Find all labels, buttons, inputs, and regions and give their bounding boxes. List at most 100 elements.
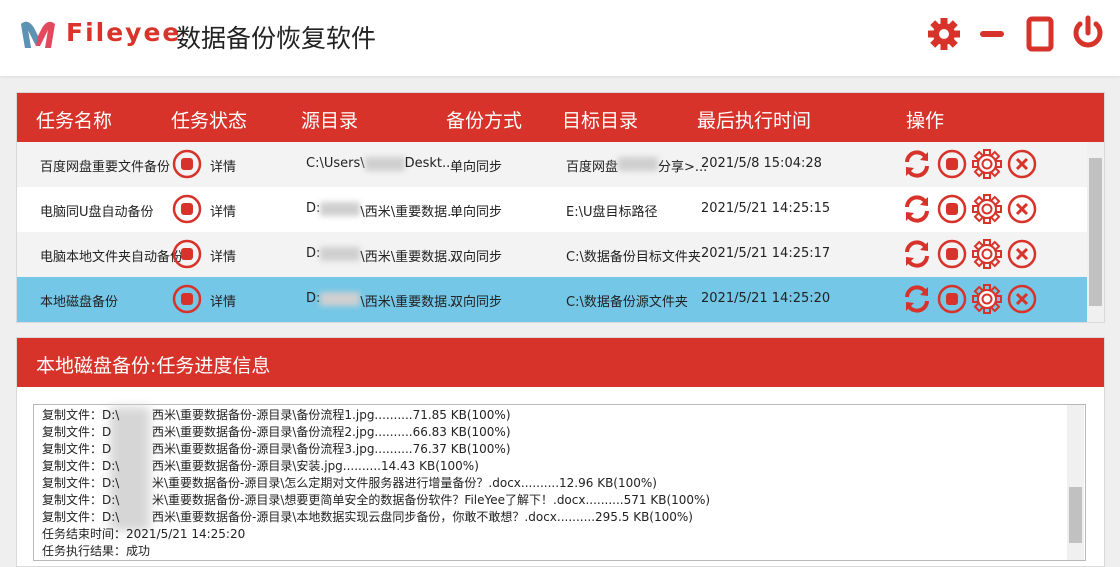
log-line: 西米\重要数据备份-源目录\备份流程1.jpg..........71.85 K… (152, 408, 511, 422)
log-line: 复制文件：D:\ (42, 476, 120, 490)
log-panel: 本地磁盘备份:任务进度信息 复制文件：D:\ 西米\重要数据备份-源目录\备份流程… (16, 337, 1105, 567)
title-bar: Fileyee 数据备份恢复软件 (0, 0, 1120, 76)
table-header: 任务名称 任务状态 源目录 备份方式 目标目录 最后执行时间 操作 (17, 93, 1104, 142)
log-line: 任务执行结果：成功 (42, 544, 151, 558)
table-body: 百度网盘重要文件备份 详情 C:\Users\ Deskt... 单向同步 百度网盘 分享>… (17, 142, 1087, 322)
column-header: 操作 (906, 110, 945, 132)
brand: Fileyee (66, 18, 182, 47)
source-path: \西米\重要数据... (360, 250, 460, 265)
sync-button-glyph (905, 195, 929, 223)
log-line: 米\重要数据备份-源目录\想要更简单安全的数据备份软件？FileYee了解下！.… (152, 493, 711, 507)
backup-mode: 单向同步 (450, 160, 503, 175)
sync-button[interactable] (901, 283, 933, 319)
task-settings-button-glyph (972, 239, 1002, 269)
log-line: 复制文件：D:\ (42, 459, 120, 473)
status-button-glyph (172, 194, 202, 224)
scroll-thumb[interactable] (1089, 158, 1102, 306)
detail-link[interactable]: 详情 (210, 205, 237, 220)
task-row[interactable]: 电脑同U盘自动备份 详情 D: \西米\重要数据... 单向同步 E:\U盘目标路径 202… (17, 187, 1087, 232)
task-settings-button[interactable] (971, 283, 1003, 319)
task-settings-button[interactable] (971, 193, 1003, 229)
source-path: D: (306, 291, 321, 306)
log-line: 复制文件：D (42, 425, 112, 439)
source-path: D: (306, 201, 321, 216)
detail-link[interactable]: 详情 (210, 160, 237, 175)
task-settings-button[interactable] (971, 238, 1003, 274)
app-title: 数据备份恢复软件 (176, 24, 377, 53)
log-line: 西米\重要数据备份-源目录\本地数据实现云盘同步备份，你敢不敢想？.docx..… (152, 510, 693, 524)
backup-mode: 双向同步 (450, 250, 503, 265)
status-button[interactable] (171, 148, 203, 184)
task-row[interactable]: 电脑本地文件夹自动备份 详情 D: \西米\重要数据... 双向同步 C:\数据备份目标文… (17, 232, 1087, 277)
task-name: 电脑本地文件夹自动备份 (40, 250, 184, 265)
task-row[interactable]: 百度网盘重要文件备份 详情 C:\Users\ Deskt... 单向同步 百度网盘 分享>… (17, 142, 1087, 187)
log-scroll-thumb[interactable] (1069, 487, 1082, 543)
task-name: 本地磁盘备份 (40, 295, 119, 310)
blur-mask (364, 157, 405, 171)
minimize-button[interactable] (978, 16, 1006, 52)
delete-button[interactable] (1006, 283, 1038, 319)
blur-mask (320, 247, 361, 261)
delete-button[interactable] (1006, 193, 1038, 229)
blur-mask (110, 407, 150, 531)
backup-mode: 双向同步 (450, 295, 503, 310)
status-button-glyph (172, 149, 202, 179)
log-header: 本地磁盘备份:任务进度信息 (17, 338, 1104, 387)
log-scrollbar[interactable] (1067, 405, 1084, 560)
log-line: 米\重要数据备份-源目录\怎么定期对文件服务器进行增量备份？.docx.....… (152, 476, 657, 490)
last-run-time: 2021/5/21 14:25:17 (701, 246, 831, 261)
target-path: C:\数据备份目标文件夹 (566, 250, 701, 265)
task-settings-button-glyph (972, 149, 1002, 179)
source-path: \西米\重要数据... (360, 205, 460, 220)
scrollbar[interactable] (1087, 142, 1104, 322)
column-header: 任务状态 (171, 110, 248, 132)
stop-button[interactable] (936, 283, 968, 319)
log-line: 复制文件：D:\ (42, 408, 120, 422)
power-button[interactable] (1070, 14, 1106, 52)
maximize-button[interactable] (1024, 16, 1056, 52)
source-path: \西米\重要数据... (360, 295, 460, 310)
stop-button[interactable] (936, 238, 968, 274)
status-button[interactable] (171, 238, 203, 274)
column-header: 备份方式 (446, 110, 523, 132)
sync-button[interactable] (901, 148, 933, 184)
delete-button-glyph (1007, 284, 1037, 314)
detail-link[interactable]: 详情 (210, 250, 237, 265)
backup-mode: 单向同步 (450, 205, 503, 220)
sync-button[interactable] (901, 193, 933, 229)
sync-button-glyph (905, 150, 929, 178)
task-settings-button-glyph (972, 284, 1002, 314)
target-path: 分享>... (658, 160, 708, 175)
log-line: 复制文件：D:\ (42, 510, 120, 524)
sync-button-glyph (905, 285, 929, 313)
delete-button-glyph (1007, 239, 1037, 269)
log-line: 复制文件：D:\ (42, 493, 120, 507)
log-title: 本地磁盘备份:任务进度信息 (36, 355, 271, 377)
blur-mask (618, 157, 659, 171)
stop-button-glyph (937, 194, 967, 224)
log-line: 任务结束时间：2021/5/21 14:25:20 (42, 527, 246, 541)
column-header: 目标目录 (562, 110, 639, 132)
task-panel: 任务名称 任务状态 源目录 备份方式 目标目录 最后执行时间 操作 百度网盘重要文件备份 详情… (16, 92, 1105, 323)
settings-button[interactable] (926, 16, 962, 52)
stop-button[interactable] (936, 148, 968, 184)
delete-button[interactable] (1006, 148, 1038, 184)
task-row-selected[interactable]: 本地磁盘备份 详情 D: \西米\重要数据... 双向同步 C:\数据备份源文件夹 2021… (17, 277, 1087, 322)
logo (21, 21, 55, 48)
source-path: Deskt... (404, 156, 455, 171)
blur-mask (320, 292, 361, 306)
blur-mask (320, 202, 361, 216)
status-button[interactable] (171, 283, 203, 319)
stop-button-glyph (937, 149, 967, 179)
task-settings-button[interactable] (971, 148, 1003, 184)
delete-button-glyph (1007, 149, 1037, 179)
stop-button[interactable] (936, 193, 968, 229)
delete-button[interactable] (1006, 238, 1038, 274)
sync-button[interactable] (901, 238, 933, 274)
task-name: 电脑同U盘自动备份 (40, 205, 154, 220)
last-run-time: 2021/5/21 14:25:20 (701, 291, 831, 306)
log-box: 复制文件：D:\ 西米\重要数据备份-源目录\备份流程1.jpg.........… (33, 404, 1086, 561)
detail-link[interactable]: 详情 (210, 295, 237, 310)
status-button[interactable] (171, 193, 203, 229)
